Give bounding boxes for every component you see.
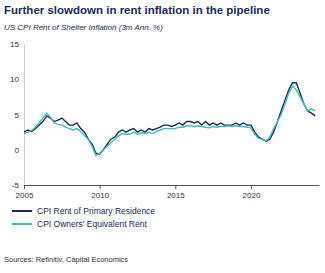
y-axis-line xyxy=(24,45,25,186)
y-tick-label: 5 xyxy=(15,111,20,120)
x-tick: 2010 xyxy=(91,185,109,200)
y-tick: 5 xyxy=(15,111,24,120)
x-tick-mark xyxy=(24,185,25,189)
title: Further slowdown in rent inflation in th… xyxy=(4,4,270,16)
x-tick: 2015 xyxy=(167,185,185,200)
y-tick: 15 xyxy=(10,40,24,49)
legend-swatch xyxy=(12,223,32,225)
subtitle: US CPI Rent of Shelter Inflation (3m Ann… xyxy=(4,23,163,32)
legend-swatch xyxy=(12,210,32,212)
x-tick-label: 2020 xyxy=(243,191,261,200)
legend-label: CPI Owners' Equivalent Rent xyxy=(37,219,147,229)
plot: -5 0 5 10 15 2005 2010 2015 2020 xyxy=(10,40,319,200)
source: Sources: Refinitiv, Capital Economics xyxy=(4,255,128,264)
legend-label: CPI Rent of Primary Residence xyxy=(37,206,155,216)
x-axis: 2005 2010 2015 2020 xyxy=(16,185,320,200)
chart: Further slowdown in rent inflation in th… xyxy=(0,0,325,273)
y-axis: -5 0 5 10 15 xyxy=(10,40,24,190)
x-axis-line xyxy=(25,185,320,186)
series-line xyxy=(24,83,315,154)
x-tick-label: 2015 xyxy=(167,191,185,200)
x-tick-mark xyxy=(175,185,176,189)
x-tick: 2020 xyxy=(243,185,261,200)
x-tick-label: 2010 xyxy=(91,191,109,200)
y-tick-label: -5 xyxy=(12,181,20,190)
legend: CPI Rent of Primary Residence CPI Owners'… xyxy=(12,206,155,229)
lines xyxy=(24,83,315,156)
y-tick-label: 0 xyxy=(15,146,20,155)
x-tick-mark xyxy=(251,185,252,189)
series-line xyxy=(24,86,315,155)
x-tick: 2005 xyxy=(16,185,34,200)
y-tick: 10 xyxy=(10,75,24,84)
x-tick-label: 2005 xyxy=(16,191,34,200)
y-tick-label: 15 xyxy=(10,40,19,49)
y-tick: 0 xyxy=(15,146,24,155)
y-tick-label: 10 xyxy=(10,75,19,84)
x-tick-mark xyxy=(100,185,101,189)
y-tick: -5 xyxy=(12,181,24,190)
